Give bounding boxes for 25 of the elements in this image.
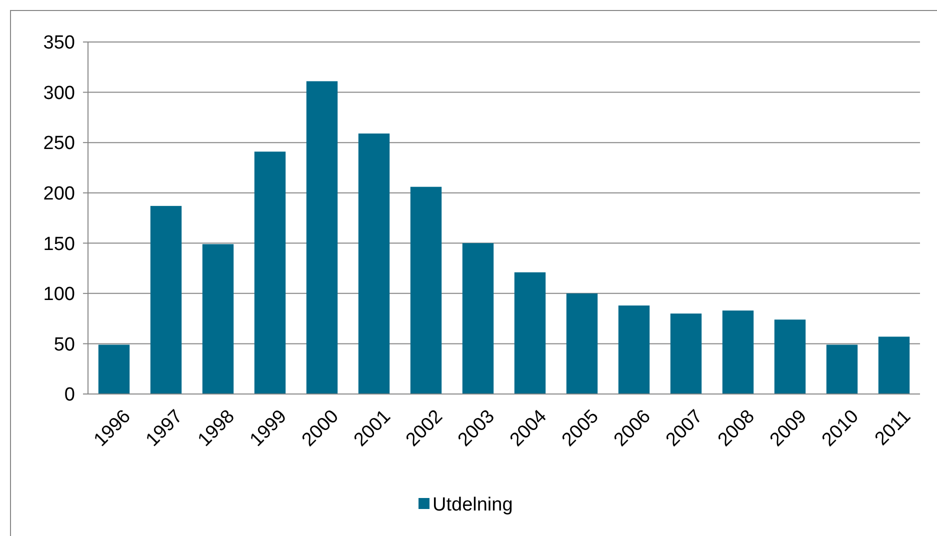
y-tick-label: 200: [43, 184, 75, 205]
bar: [150, 206, 182, 394]
y-tick-label: 0: [64, 384, 75, 406]
bar: [514, 272, 546, 394]
bar: [670, 314, 702, 394]
y-tick-label: 250: [43, 133, 75, 154]
y-tick-label: 350: [43, 32, 75, 54]
bar: [774, 320, 806, 394]
legend-label: Utdelning: [432, 494, 513, 516]
bar: [306, 81, 338, 394]
bar: [878, 336, 910, 394]
bar: [722, 310, 754, 394]
bar: [410, 186, 442, 394]
bar: [462, 243, 494, 394]
y-tick-label: 150: [43, 234, 75, 255]
bar: [254, 152, 286, 394]
bar: [618, 305, 650, 394]
bar: [202, 244, 234, 394]
bar: [98, 344, 130, 394]
bar: [358, 134, 390, 394]
y-tick-label: 100: [43, 284, 75, 306]
y-tick-label: 300: [43, 82, 75, 104]
bar: [566, 293, 598, 394]
y-tick-label: 50: [54, 334, 75, 356]
bar: [826, 344, 858, 394]
